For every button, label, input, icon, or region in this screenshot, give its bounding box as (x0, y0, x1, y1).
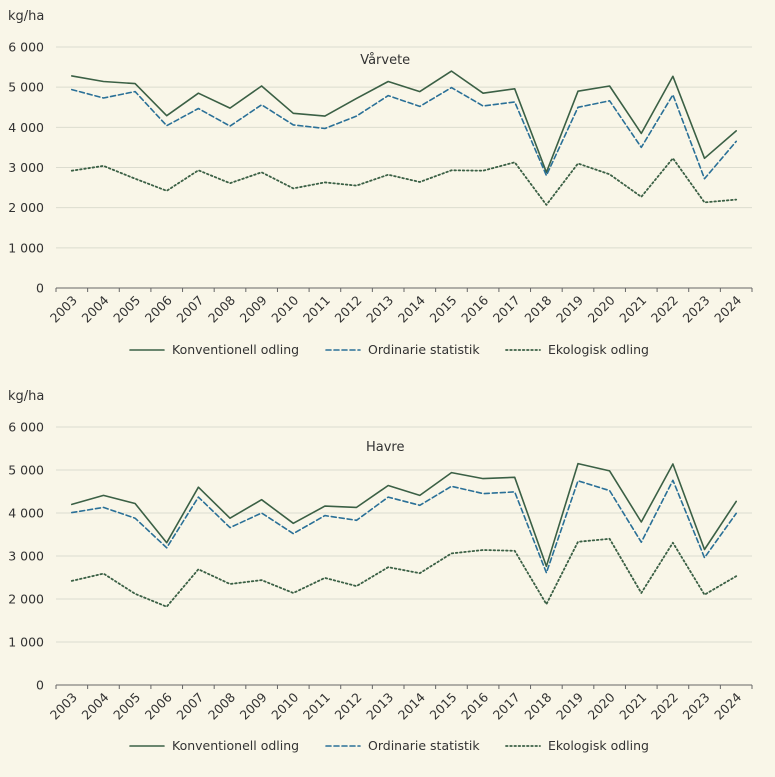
legend-label-ordinary: Ordinarie statistik (368, 342, 480, 357)
x-tick-label: 2003 (47, 293, 80, 326)
chart-title: Vårvete (360, 53, 410, 68)
x-tick-label: 2014 (395, 689, 428, 722)
x-tick-label: 2004 (78, 292, 111, 325)
x-tick-label: 2024 (711, 292, 744, 325)
x-tick-label: 2015 (426, 690, 459, 723)
x-tick-label: 2024 (711, 689, 744, 722)
x-tick-label: 2021 (616, 293, 649, 326)
chart-panel: kg/ha 0 1 000 2 000 3 000 4 000 5 000 6 000 2003… (8, 389, 753, 753)
legend-label-organic: Ekologisk odling (548, 738, 649, 753)
series-line-organic (70, 537, 738, 608)
legend-label-conventional: Konventionell odling (172, 342, 299, 357)
x-tick-label: 2016 (458, 689, 491, 722)
x-tick-label: 2006 (142, 292, 175, 325)
y-tick-label: 2 000 (8, 200, 44, 215)
y-tick-label: 2 000 (8, 592, 44, 607)
series-line-ordinary (71, 479, 738, 574)
x-tick-label: 2017 (490, 293, 523, 326)
series-line-conventional (71, 462, 738, 568)
chart-panel: kg/ha 0 1 000 2 000 3 000 4 000 5 000 6 000 2003… (8, 9, 753, 357)
x-tick-label: 2017 (490, 690, 523, 723)
y-axis-unit-label: kg/ha (8, 9, 44, 24)
series-line-ordinary (71, 86, 738, 180)
x-tick-label: 2006 (142, 689, 175, 722)
x-tick-label: 2007 (173, 690, 206, 723)
x-tick-label: 2011 (300, 690, 333, 723)
x-tick-label: 2011 (300, 293, 333, 326)
x-tick-label: 2009 (237, 292, 270, 325)
x-tick-label: 2016 (458, 292, 491, 325)
x-tick-label: 2023 (680, 293, 713, 326)
x-tick-label: 2005 (110, 293, 143, 326)
series-line-organic (70, 157, 738, 206)
y-tick-label: 6 000 (8, 420, 44, 435)
x-tick-label: 2012 (332, 690, 365, 723)
x-tick-label: 2019 (553, 689, 586, 722)
y-tick-label: 3 000 (8, 549, 44, 564)
y-tick-label: 1 000 (8, 635, 44, 650)
legend-label-organic: Ekologisk odling (548, 342, 649, 357)
y-tick-label: 1 000 (8, 240, 44, 255)
x-tick-label: 2018 (521, 292, 554, 325)
y-tick-label: 5 000 (8, 80, 44, 95)
x-tick-label: 2021 (616, 690, 649, 723)
x-tick-label: 2013 (363, 690, 396, 723)
legend-label-conventional: Konventionell odling (172, 738, 299, 753)
x-tick-label: 2008 (205, 292, 238, 325)
x-tick-label: 2013 (363, 293, 396, 326)
series-line-conventional (71, 70, 738, 174)
y-tick-label: 4 000 (8, 506, 44, 521)
x-tick-label: 2010 (268, 292, 301, 325)
y-tick-label: 0 (36, 281, 44, 296)
y-axis-unit-label: kg/ha (8, 389, 44, 404)
x-tick-label: 2004 (78, 689, 111, 722)
x-tick-label: 2018 (521, 689, 554, 722)
y-tick-label: 0 (36, 678, 44, 693)
chart-title: Havre (366, 440, 405, 455)
x-tick-label: 2007 (173, 293, 206, 326)
x-tick-label: 2008 (205, 689, 238, 722)
x-tick-label: 2010 (268, 689, 301, 722)
x-tick-label: 2020 (585, 689, 618, 722)
x-tick-label: 2014 (395, 292, 428, 325)
x-tick-label: 2019 (553, 292, 586, 325)
y-tick-label: 6 000 (8, 40, 44, 55)
x-tick-label: 2009 (237, 689, 270, 722)
x-tick-label: 2005 (110, 690, 143, 723)
x-tick-label: 2023 (680, 690, 713, 723)
y-tick-label: 5 000 (8, 463, 44, 478)
x-tick-label: 2015 (426, 293, 459, 326)
y-tick-label: 4 000 (8, 120, 44, 135)
x-tick-label: 2003 (47, 690, 80, 723)
legend-label-ordinary: Ordinarie statistik (368, 738, 480, 753)
x-tick-label: 2012 (332, 293, 365, 326)
x-tick-label: 2022 (648, 293, 681, 326)
y-tick-label: 3 000 (8, 160, 44, 175)
x-tick-label: 2020 (585, 292, 618, 325)
x-tick-label: 2022 (648, 690, 681, 723)
